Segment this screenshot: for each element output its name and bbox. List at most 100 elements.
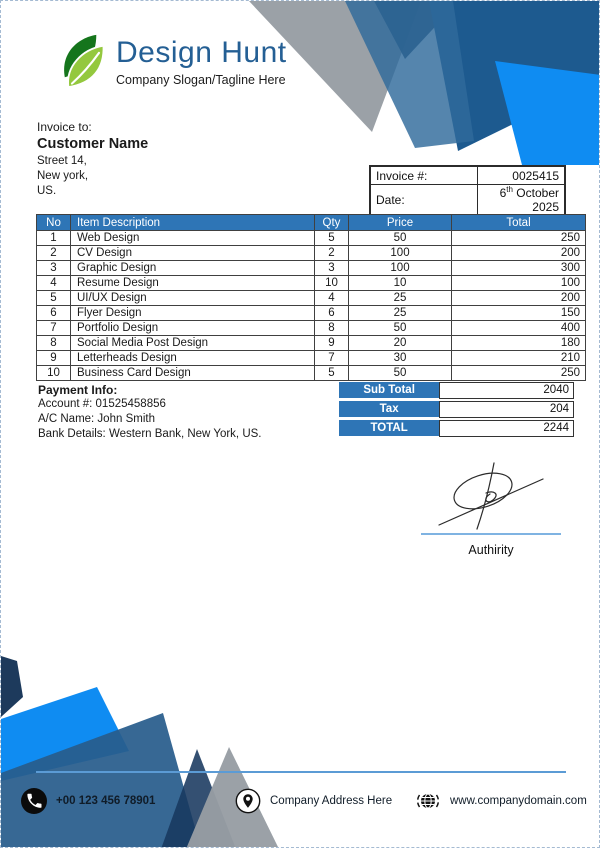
table-cell: 3 <box>36 260 71 276</box>
table-cell: 9 <box>314 335 349 351</box>
table-cell: Social Media Post Design <box>70 335 315 351</box>
footer-address-text: Company Address Here <box>270 795 393 807</box>
col-header-item: Item Description <box>70 214 315 231</box>
table-cell: 200 <box>451 290 586 306</box>
deco-navy-sliver <box>1 656 23 717</box>
customer-address: Street 14, New york, US. <box>37 154 148 199</box>
table-row: 2 CV Design 2 100 200 <box>36 245 586 261</box>
col-header-price: Price <box>348 214 452 231</box>
table-cell: 10 <box>314 275 349 291</box>
table-row: 7 Portfolio Design 8 50 400 <box>36 320 586 336</box>
deco-steelblue-shape <box>1 713 201 847</box>
deco-navy-triangle <box>161 749 236 847</box>
footer-divider-line <box>36 771 566 773</box>
footer-phone-text: +00 123 456 78901 <box>56 795 156 807</box>
totals-row: Tax 204 <box>339 401 574 418</box>
table-cell: 150 <box>451 305 586 321</box>
customer-name: Customer Name <box>37 136 149 152</box>
table-cell: 20 <box>348 335 452 351</box>
deco-gray-triangle <box>186 747 279 847</box>
table-cell: 6 <box>314 305 349 321</box>
table-cell: 180 <box>451 335 586 351</box>
table-cell: 7 <box>36 320 71 336</box>
table-cell: Business Card Design <box>70 365 315 381</box>
table-cell: 25 <box>348 290 452 306</box>
items-table-header-row: No Item Description Qty Price Total <box>36 214 586 231</box>
table-cell: 1 <box>36 230 71 246</box>
footer-phone: +00 123 456 78901 <box>21 787 155 815</box>
bottom-decoration <box>1 651 599 847</box>
totals-block: Sub Total 2040 Tax 204 TOTAL 2244 <box>339 382 574 439</box>
table-cell: CV Design <box>70 245 315 261</box>
table-cell: 25 <box>348 305 452 321</box>
invoice-meta-box: Invoice #: 0025415 Date: 6th October 202… <box>369 165 566 216</box>
table-cell: Web Design <box>70 230 315 246</box>
location-pin-icon <box>235 788 261 814</box>
table-cell: 8 <box>314 320 349 336</box>
table-cell: Letterheads Design <box>70 350 315 366</box>
payment-info-line: Bank Details: Western Bank, New York, US… <box>38 428 262 440</box>
table-cell: 50 <box>348 230 452 246</box>
invoice-number-value: 0025415 <box>477 165 566 185</box>
footer: +00 123 456 78901 Company Address Here <box>1 787 599 817</box>
col-header-total: Total <box>451 214 586 231</box>
totals-row: TOTAL 2244 <box>339 420 574 437</box>
table-cell: 2 <box>314 245 349 261</box>
table-cell: Resume Design <box>70 275 315 291</box>
table-row: 1 Web Design 5 50 250 <box>36 230 586 246</box>
table-cell: 250 <box>451 230 586 246</box>
totals-label: TOTAL <box>339 420 440 436</box>
invoice-number-label: Invoice #: <box>369 165 478 185</box>
payment-info-line: A/C Name: John Smith <box>38 413 155 425</box>
signature-line <box>421 533 561 535</box>
company-tagline: Company Slogan/Tagline Here <box>116 73 286 87</box>
invoice-number-row: Invoice #: 0025415 <box>369 165 566 185</box>
table-cell: 400 <box>451 320 586 336</box>
totals-label: Tax <box>339 401 440 417</box>
address-line: Street 14, <box>37 155 87 167</box>
table-cell: 100 <box>348 260 452 276</box>
table-cell: 9 <box>36 350 71 366</box>
table-cell: 100 <box>348 245 452 261</box>
invoice-date-label: Date: <box>369 184 478 216</box>
address-line: New york, <box>37 170 89 182</box>
globe-icon <box>416 793 440 809</box>
table-cell: 210 <box>451 350 586 366</box>
table-cell: 5 <box>36 290 71 306</box>
table-row: 10 Business Card Design 5 50 250 <box>36 365 586 381</box>
table-row: 4 Resume Design 10 10 100 <box>36 275 586 291</box>
company-name: Design Hunt <box>116 36 287 69</box>
footer-website-text: www.companydomain.com <box>450 795 587 807</box>
signature-scribble <box>438 462 544 530</box>
table-cell: Graphic Design <box>70 260 315 276</box>
table-cell: 5 <box>314 365 349 381</box>
table-cell: 5 <box>314 230 349 246</box>
totals-row: Sub Total 2040 <box>339 382 574 399</box>
invoice-to-block: Invoice to: Customer Name Street 14, New… <box>37 120 148 199</box>
totals-label: Sub Total <box>339 382 440 398</box>
table-row: 3 Graphic Design 3 100 300 <box>36 260 586 276</box>
table-row: 9 Letterheads Design 7 30 210 <box>36 350 586 366</box>
table-cell: 200 <box>451 245 586 261</box>
table-cell: 250 <box>451 365 586 381</box>
col-header-qty: Qty <box>314 214 349 231</box>
table-cell: 8 <box>36 335 71 351</box>
payment-info-block: Payment Info: Account #: 01525458856 A/C… <box>38 383 262 442</box>
phone-icon <box>21 788 47 814</box>
authority-label: Authirity <box>468 543 514 557</box>
table-cell: 50 <box>348 365 452 381</box>
totals-value: 204 <box>439 401 574 418</box>
table-cell: 50 <box>348 320 452 336</box>
table-cell: 4 <box>36 275 71 291</box>
payment-info-line: Account #: 01525458856 <box>38 398 166 410</box>
table-cell: 4 <box>314 290 349 306</box>
table-row: 8 Social Media Post Design 9 20 180 <box>36 335 586 351</box>
brand-header: Design Hunt Company Slogan/Tagline Here <box>54 32 287 90</box>
invoice-date-value: 6th October 2025 <box>477 184 566 216</box>
footer-website: www.companydomain.com <box>415 787 587 815</box>
invoice-date-row: Date: 6th October 2025 <box>369 184 566 216</box>
table-cell: Flyer Design <box>70 305 315 321</box>
table-cell: Portfolio Design <box>70 320 315 336</box>
leaf-logo-icon <box>64 34 105 89</box>
